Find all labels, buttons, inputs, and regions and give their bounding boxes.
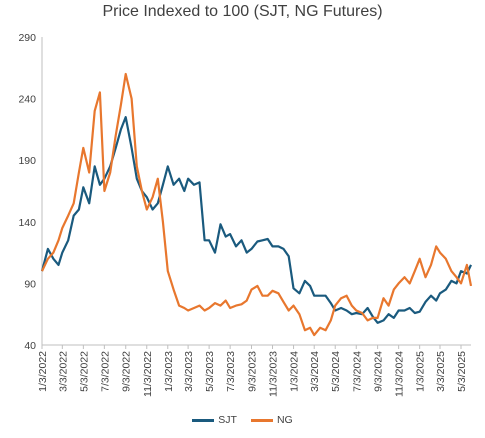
x-tick-label: 5/3/2024 <box>330 351 342 392</box>
x-tick-label: 1/3/2022 <box>37 351 49 392</box>
x-tick-label: 5/3/2025 <box>456 351 468 392</box>
y-tick-label: 240 <box>18 94 36 106</box>
y-tick-label: 140 <box>18 217 36 229</box>
legend: SJT NG <box>0 414 485 426</box>
y-tick-label: 90 <box>24 278 36 290</box>
x-ticks: 1/3/2022 3/3/2022 5/3/2022 7/3/2022 9/3/2022… <box>37 345 468 397</box>
y-tick-label: 190 <box>18 155 36 167</box>
x-tick-label: 3/3/2025 <box>435 351 447 392</box>
x-tick-label: 3/3/2023 <box>183 351 195 392</box>
series-line-ng <box>41 72 473 337</box>
x-tick-label: 3/3/2024 <box>309 351 321 392</box>
x-tick-label: 9/3/2022 <box>121 351 133 392</box>
series-lines <box>40 72 473 337</box>
x-tick-label: 9/3/2024 <box>373 351 385 392</box>
x-tick-label: 9/3/2023 <box>247 351 259 392</box>
series-line-sjt <box>40 115 472 324</box>
x-tick-label: 1/3/2023 <box>163 351 175 392</box>
x-tick-label: 1/3/2025 <box>415 351 427 392</box>
x-tick-label: 11/3/2024 <box>394 351 406 397</box>
x-tick-label: 1/3/2024 <box>289 351 301 392</box>
legend-label-ng: NG <box>276 414 293 426</box>
y-tick-label: 290 <box>18 32 36 44</box>
x-tick-label: 11/3/2023 <box>268 351 280 397</box>
x-tick-label: 5/3/2023 <box>204 351 216 392</box>
x-tick-label: 5/3/2022 <box>78 351 90 392</box>
x-tick-label: 7/3/2023 <box>225 351 237 392</box>
legend-item-sjt: SJT <box>192 414 237 426</box>
x-tick-label: 11/3/2022 <box>142 351 154 397</box>
chart-svg: 40 90 140 190 240 290 1/3/2022 3/3/2022 5/3/202… <box>18 32 473 397</box>
x-tick-label: 7/3/2022 <box>99 351 111 392</box>
legend-label-sjt: SJT <box>218 414 237 426</box>
legend-swatch-ng <box>250 418 273 422</box>
chart-title: Price Indexed to 100 (SJT, NG Futures) <box>102 3 383 20</box>
y-tick-label: 40 <box>24 340 36 352</box>
legend-item-ng: NG <box>250 414 293 426</box>
x-tick-label: 7/3/2024 <box>351 351 363 392</box>
y-ticks: 40 90 140 190 240 290 <box>18 32 36 352</box>
x-tick-label: 3/3/2022 <box>57 351 69 392</box>
legend-swatch-sjt <box>192 418 215 422</box>
